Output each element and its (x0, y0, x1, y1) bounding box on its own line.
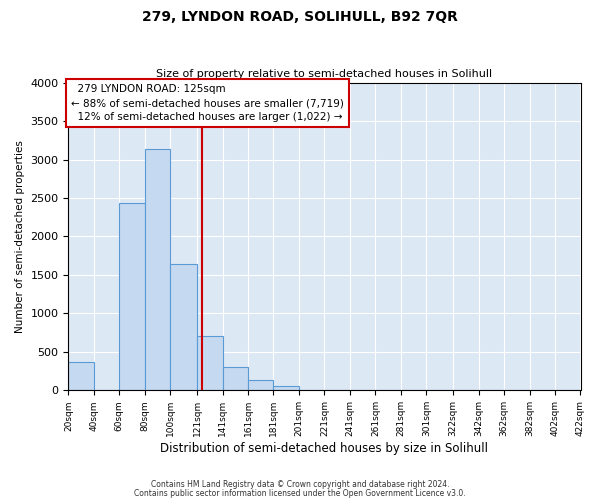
Bar (68, 362, 94, 390)
Bar (170, 264, 197, 390)
Bar (248, 380, 274, 390)
Text: Contains HM Land Registry data © Crown copyright and database right 2024.: Contains HM Land Registry data © Crown c… (151, 480, 449, 489)
Bar (197, 336, 223, 390)
Title: Size of property relative to semi-detached houses in Solihull: Size of property relative to semi-detach… (157, 69, 493, 79)
Bar (223, 368, 248, 390)
Bar (119, 202, 145, 390)
Bar (145, 148, 170, 390)
X-axis label: Distribution of semi-detached houses by size in Solihull: Distribution of semi-detached houses by … (160, 442, 488, 455)
Text: 279, LYNDON ROAD, SOLIHULL, B92 7QR: 279, LYNDON ROAD, SOLIHULL, B92 7QR (142, 10, 458, 24)
Bar (274, 386, 299, 390)
Text: Contains public sector information licensed under the Open Government Licence v3: Contains public sector information licen… (134, 488, 466, 498)
Y-axis label: Number of semi-detached properties: Number of semi-detached properties (15, 140, 25, 333)
Text: 279 LYNDON ROAD: 125sqm
← 88% of semi-detached houses are smaller (7,719)
  12% : 279 LYNDON ROAD: 125sqm ← 88% of semi-de… (71, 84, 344, 122)
